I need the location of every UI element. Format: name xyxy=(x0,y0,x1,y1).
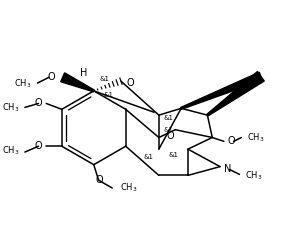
Text: &1: &1 xyxy=(103,92,114,98)
Text: H: H xyxy=(80,68,88,78)
Text: O: O xyxy=(96,175,103,185)
Text: CH$_3$: CH$_3$ xyxy=(245,169,263,182)
Text: &1: &1 xyxy=(164,127,174,133)
Text: &1: &1 xyxy=(164,115,174,121)
Text: O: O xyxy=(35,98,42,108)
Text: O: O xyxy=(167,131,174,141)
Text: CH$_3$: CH$_3$ xyxy=(14,78,32,90)
Text: &1: &1 xyxy=(168,152,178,158)
Text: CH$_3$: CH$_3$ xyxy=(247,131,265,144)
Text: CH$_3$: CH$_3$ xyxy=(1,101,19,114)
Text: O: O xyxy=(35,141,42,151)
Text: CH$_3$: CH$_3$ xyxy=(1,145,19,157)
Text: CH$_3$: CH$_3$ xyxy=(120,182,138,194)
Polygon shape xyxy=(61,73,94,92)
Polygon shape xyxy=(181,72,262,109)
Text: O: O xyxy=(228,136,236,146)
Text: O: O xyxy=(47,72,55,82)
Text: &1: &1 xyxy=(144,154,154,160)
Polygon shape xyxy=(207,72,264,116)
Text: N: N xyxy=(224,164,231,174)
Text: O: O xyxy=(127,78,134,88)
Text: &1: &1 xyxy=(100,76,110,82)
